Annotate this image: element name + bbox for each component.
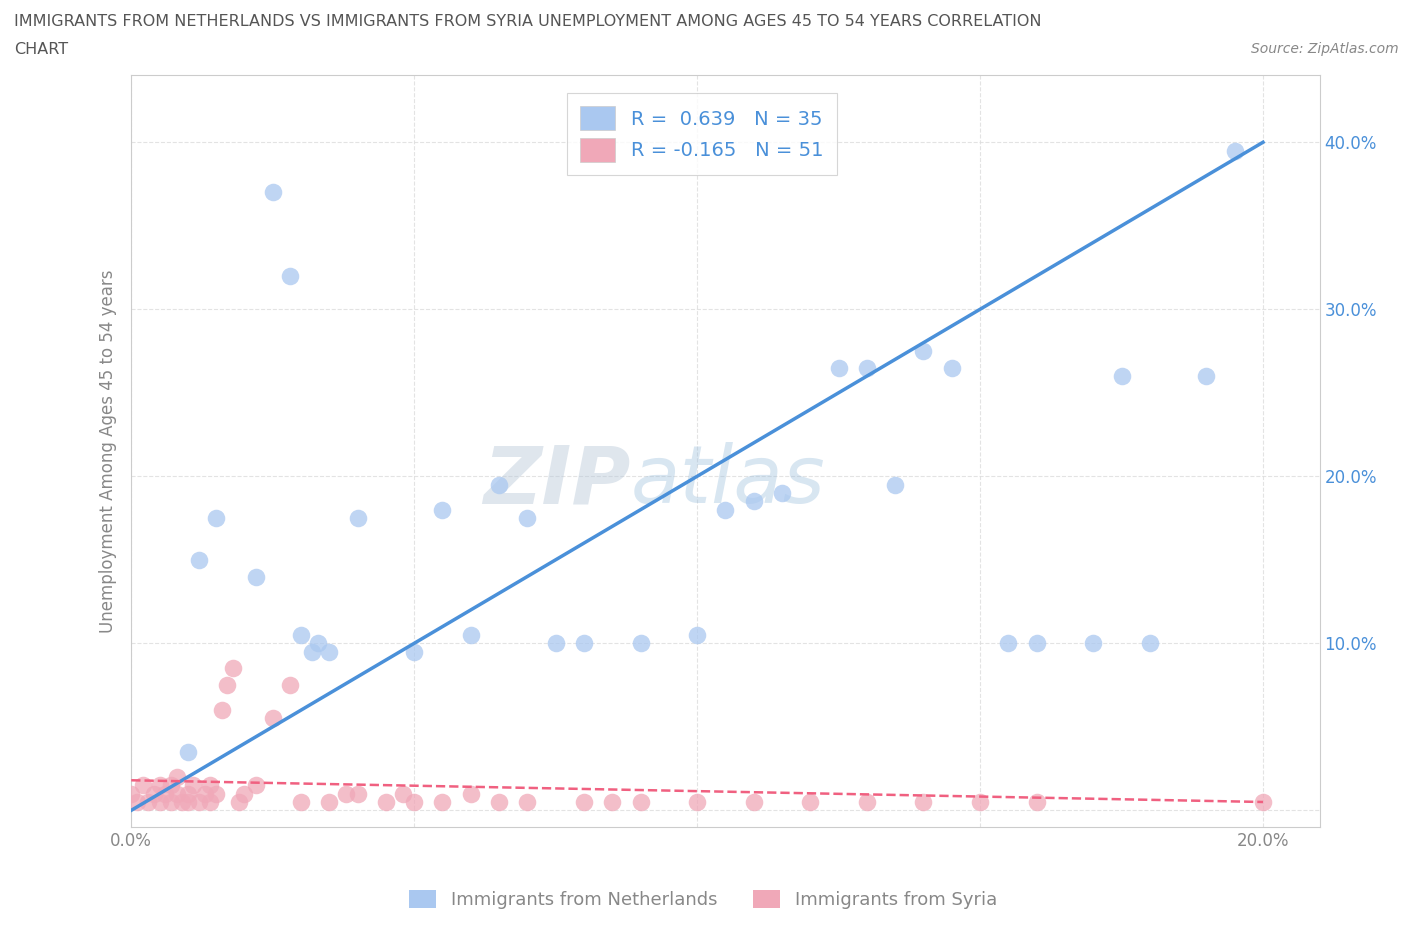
Text: CHART: CHART [14,42,67,57]
Text: Source: ZipAtlas.com: Source: ZipAtlas.com [1251,42,1399,56]
Point [374,794,396,809]
Point [346,786,368,801]
Point [1195,368,1218,383]
Point [346,511,368,525]
Point [460,628,482,643]
Point [912,343,935,358]
Point [488,794,510,809]
Point [318,644,340,659]
Point [177,744,200,759]
Point [183,777,205,792]
Point [432,794,454,809]
Point [516,511,538,525]
Point [544,636,567,651]
Point [1083,636,1105,651]
Point [290,628,312,643]
Point [630,636,652,651]
Point [188,794,211,809]
Point [200,777,222,792]
Point [148,777,170,792]
Point [136,794,159,809]
Point [194,786,217,801]
Text: atlas: atlas [630,443,825,520]
Point [142,786,165,801]
Point [205,511,228,525]
Point [1111,368,1133,383]
Point [600,794,623,809]
Point [460,786,482,801]
Point [200,794,222,809]
Point [120,786,142,801]
Point [404,644,426,659]
Point [166,769,188,784]
Point [770,485,793,500]
Point [856,360,879,375]
Point [262,185,284,200]
Point [572,636,595,651]
Point [222,661,245,676]
Point [125,794,148,809]
Point [799,794,821,809]
Point [233,786,256,801]
Point [166,786,188,801]
Text: ZIP: ZIP [484,443,630,520]
Point [228,794,250,809]
Point [262,711,284,726]
Point [1025,636,1047,651]
Point [217,678,239,693]
Point [941,360,963,375]
Point [160,794,183,809]
Legend: Immigrants from Netherlands, Immigrants from Syria: Immigrants from Netherlands, Immigrants … [402,883,1004,916]
Point [884,477,907,492]
Point [686,628,709,643]
Point [997,636,1019,651]
Point [131,777,153,792]
Point [245,569,267,584]
Point [177,794,200,809]
Point [392,786,415,801]
Point [188,552,211,567]
Point [488,477,510,492]
Point [148,794,170,809]
Point [742,794,765,809]
Point [211,703,233,718]
Point [742,494,765,509]
Legend: R =  0.639   N = 35, R = -0.165   N = 51: R = 0.639 N = 35, R = -0.165 N = 51 [567,93,837,175]
Point [856,794,879,809]
Point [245,777,267,792]
Point [572,794,595,809]
Y-axis label: Unemployment Among Ages 45 to 54 years: Unemployment Among Ages 45 to 54 years [100,270,117,633]
Point [301,644,323,659]
Point [177,786,200,801]
Point [630,794,652,809]
Point [335,786,357,801]
Point [404,794,426,809]
Point [153,786,176,801]
Point [205,786,228,801]
Point [432,502,454,517]
Point [1025,794,1047,809]
Point [278,678,301,693]
Point [686,794,709,809]
Point [172,794,194,809]
Point [516,794,538,809]
Point [290,794,312,809]
Point [278,269,301,284]
Point [318,794,340,809]
Point [912,794,935,809]
Point [969,794,991,809]
Point [1139,636,1161,651]
Point [827,360,849,375]
Point [1251,794,1274,809]
Point [160,777,183,792]
Point [307,636,329,651]
Point [714,502,737,517]
Text: IMMIGRANTS FROM NETHERLANDS VS IMMIGRANTS FROM SYRIA UNEMPLOYMENT AMONG AGES 45 : IMMIGRANTS FROM NETHERLANDS VS IMMIGRANT… [14,14,1042,29]
Point [1223,143,1246,158]
